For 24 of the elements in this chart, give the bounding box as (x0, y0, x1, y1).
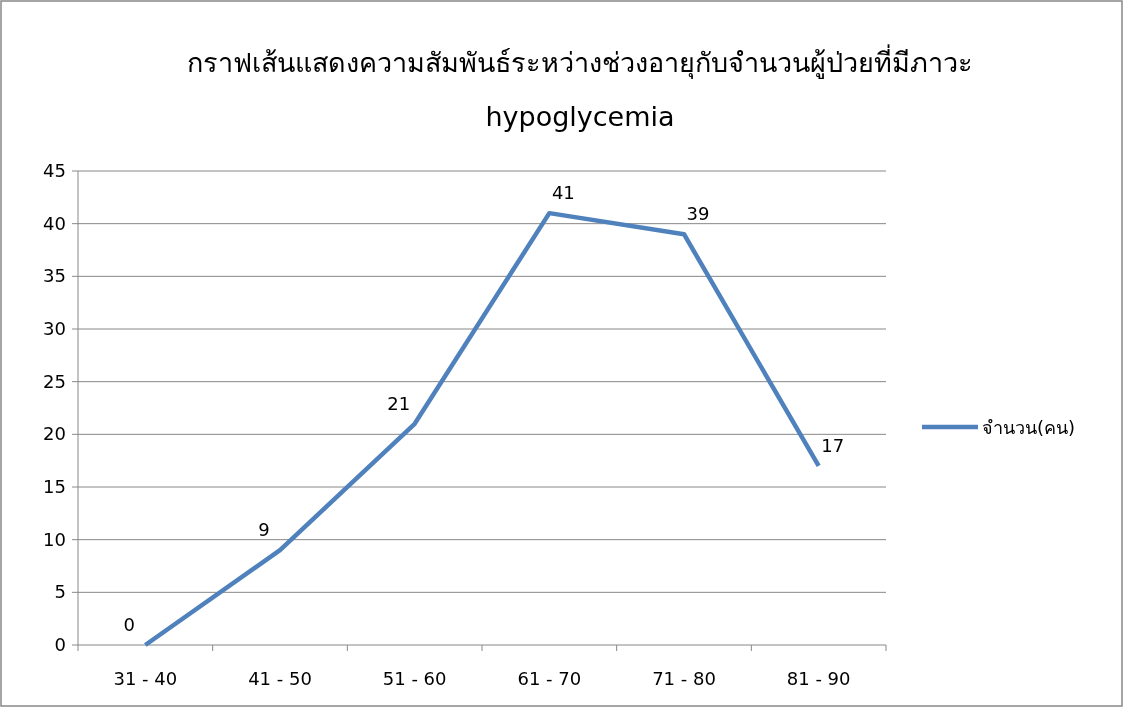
y-tick-label: 0 (54, 634, 66, 655)
data-label: 0 (123, 614, 136, 635)
y-tick-label: 10 (43, 528, 66, 550)
x-tick-label: 51 - 60 (382, 668, 447, 689)
y-tick-label: 45 (43, 160, 66, 181)
y-tick-label: 40 (43, 212, 66, 234)
data-label: 39 (686, 203, 710, 225)
y-tick-label: 5 (54, 581, 66, 603)
legend-label: จำนวน(คน) (982, 417, 1076, 438)
x-tick-label: 41 - 50 (248, 668, 312, 689)
chart-title: กราฟเส้นแสดงความสัมพันธ์ระหว่างช่วงอายุกับจำนวนผู้ป่วยที่มีภาวะ hypoglycemia (186, 43, 974, 134)
data-label: 17 (821, 434, 845, 456)
y-tick-label: 30 (43, 318, 66, 339)
y-tick-label: 25 (43, 370, 66, 392)
x-tick-label: 81 - 90 (786, 668, 851, 689)
y-tick-label: 35 (43, 265, 66, 287)
y-tick-label: 15 (43, 476, 66, 497)
x-tick-label: 61 - 70 (517, 668, 582, 689)
x-tick-label: 31 - 40 (113, 668, 178, 689)
data-label: 9 (258, 519, 270, 541)
x-tick-label: 71 - 80 (652, 668, 716, 689)
data-label: 41 (551, 182, 575, 204)
y-tick-label: 20 (43, 423, 66, 445)
data-label: 21 (387, 392, 411, 414)
